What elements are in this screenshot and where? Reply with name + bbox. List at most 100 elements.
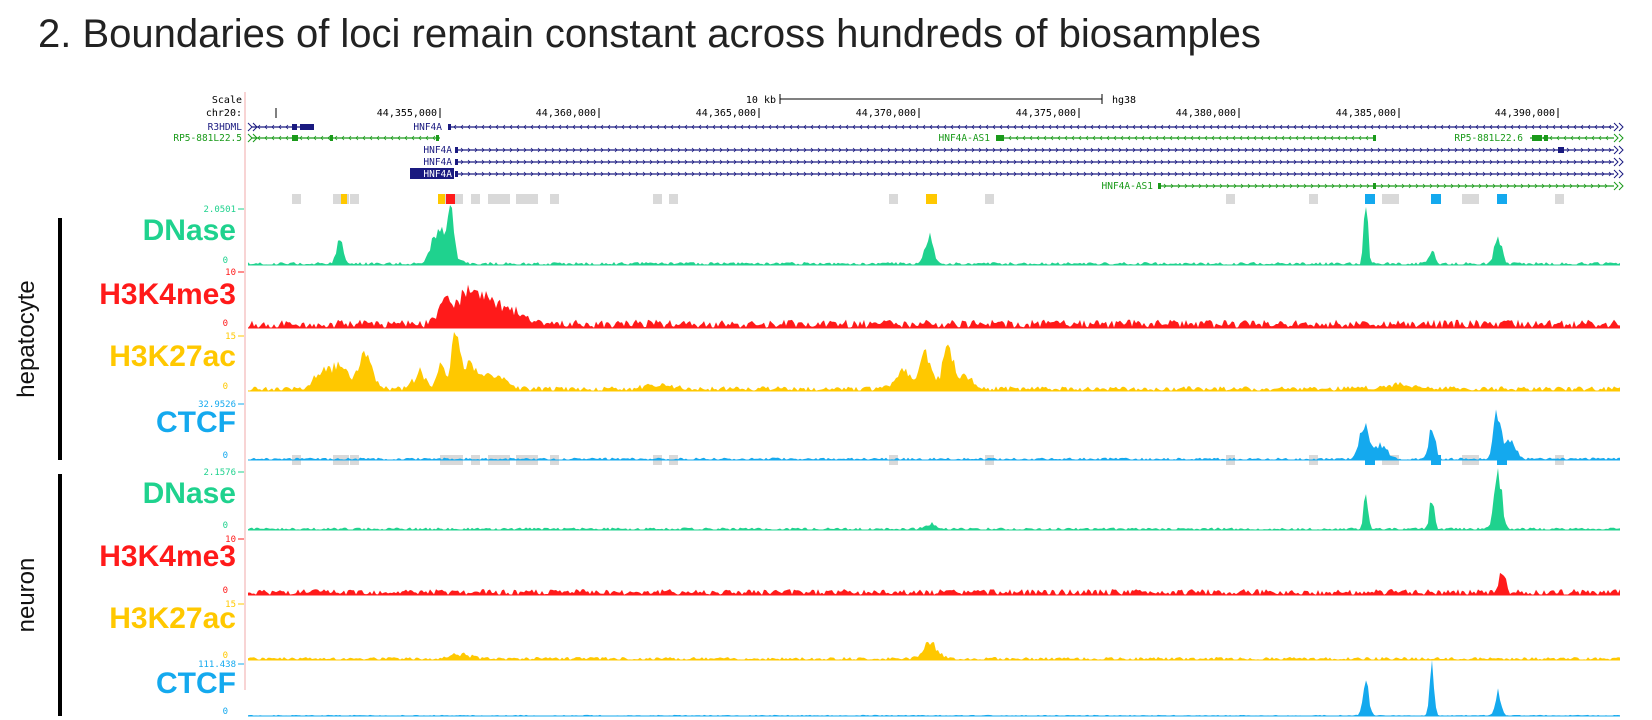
- strand-arrow: [1370, 124, 1374, 130]
- strand-arrow: [1202, 159, 1206, 165]
- strand-arrow: [348, 135, 352, 141]
- gene-end-arrow: [1613, 181, 1624, 191]
- strand-arrow: [1538, 124, 1542, 130]
- strand-arrow: [971, 171, 975, 177]
- strand-arrow: [1076, 147, 1080, 153]
- strand-arrow: [1323, 135, 1327, 141]
- strand-arrow: [964, 171, 968, 177]
- strand-arrow: [1139, 171, 1143, 177]
- locus-segment: [1462, 194, 1471, 204]
- strand-arrow: [551, 147, 555, 153]
- position-label: 44,385,000: [1336, 108, 1396, 119]
- strand-arrow: [1314, 124, 1318, 130]
- strand-arrow: [950, 159, 954, 165]
- strand-arrow: [1440, 124, 1444, 130]
- strand-arrow: [1552, 124, 1556, 130]
- strand-arrow: [1188, 159, 1192, 165]
- strand-arrow: [1337, 135, 1341, 141]
- strand-arrow: [1562, 183, 1566, 189]
- strand-arrow: [621, 171, 625, 177]
- strand-arrow: [1454, 171, 1458, 177]
- strand-arrow: [887, 147, 891, 153]
- locus-segment: [1365, 194, 1375, 204]
- strand-arrow: [1244, 124, 1248, 130]
- strand-arrow: [719, 159, 723, 165]
- strand-arrow: [1148, 135, 1152, 141]
- strand-arrow: [593, 171, 597, 177]
- strand-arrow: [1020, 171, 1024, 177]
- strand-arrow: [614, 159, 618, 165]
- strand-arrow: [1160, 159, 1164, 165]
- strand-arrow: [810, 147, 814, 153]
- strand-arrow: [1363, 124, 1367, 130]
- strand-arrow: [1279, 159, 1283, 165]
- strand-arrow: [845, 171, 849, 177]
- strand-arrow: [1239, 135, 1243, 141]
- strand-arrow: [691, 159, 695, 165]
- strand-arrow: [488, 124, 492, 130]
- strand-arrow: [922, 147, 926, 153]
- strand-arrow: [677, 171, 681, 177]
- strand-arrow: [649, 124, 653, 130]
- strand-arrow: [1384, 159, 1388, 165]
- strand-arrow: [1317, 183, 1321, 189]
- track-scale-min: 0: [223, 707, 228, 717]
- strand-arrow: [1464, 183, 1468, 189]
- strand-arrow: [1132, 124, 1136, 130]
- strand-arrow: [530, 147, 534, 153]
- signal-area: [248, 468, 1620, 530]
- locus-segment: [653, 194, 662, 204]
- strand-arrow: [1601, 159, 1605, 165]
- strand-arrow: [1169, 135, 1173, 141]
- strand-arrow: [943, 159, 947, 165]
- exon-block: [1544, 135, 1548, 141]
- gene-end-arrow: [1613, 169, 1624, 179]
- strand-arrow: [740, 124, 744, 130]
- strand-arrow: [915, 124, 919, 130]
- strand-arrow: [796, 124, 800, 130]
- strand-arrow: [383, 135, 387, 141]
- strand-arrow: [1475, 159, 1479, 165]
- strand-arrow: [1282, 183, 1286, 189]
- strand-arrow: [1216, 159, 1220, 165]
- strand-arrow: [1587, 171, 1591, 177]
- strand-arrow: [1391, 159, 1395, 165]
- strand-arrow: [1422, 183, 1426, 189]
- strand-arrow: [1405, 159, 1409, 165]
- strand-arrow: [1237, 159, 1241, 165]
- strand-arrow: [971, 159, 975, 165]
- strand-arrow: [1405, 124, 1409, 130]
- track-label-h3k27ac: H3K27ac: [109, 340, 236, 373]
- strand-arrow: [985, 171, 989, 177]
- strand-arrow: [677, 147, 681, 153]
- strand-arrow: [901, 171, 905, 177]
- strand-arrow: [481, 147, 485, 153]
- strand-arrow: [1202, 171, 1206, 177]
- strand-arrow: [761, 147, 765, 153]
- strand-arrow: [1195, 159, 1199, 165]
- strand-arrow: [908, 124, 912, 130]
- strand-arrow: [1584, 135, 1588, 141]
- strand-arrow: [1041, 159, 1045, 165]
- strand-arrow: [565, 171, 569, 177]
- strand-arrow: [1170, 183, 1174, 189]
- strand-arrow: [1370, 147, 1374, 153]
- strand-arrow: [1443, 183, 1447, 189]
- strand-arrow: [551, 159, 555, 165]
- strand-arrow: [621, 124, 625, 130]
- strand-arrow: [1251, 124, 1255, 130]
- strand-arrow: [880, 159, 884, 165]
- strand-arrow: [1090, 147, 1094, 153]
- strand-arrow: [1454, 159, 1458, 165]
- strand-arrow: [1405, 171, 1409, 177]
- strand-arrow: [1015, 135, 1019, 141]
- strand-arrow: [663, 171, 667, 177]
- strand-arrow: [607, 147, 611, 153]
- strand-arrow: [1549, 135, 1553, 141]
- strand-arrow: [1342, 171, 1346, 177]
- strand-arrow: [1006, 159, 1010, 165]
- strand-arrow: [1125, 147, 1129, 153]
- strand-arrow: [971, 147, 975, 153]
- strand-arrow: [873, 171, 877, 177]
- strand-arrow: [880, 124, 884, 130]
